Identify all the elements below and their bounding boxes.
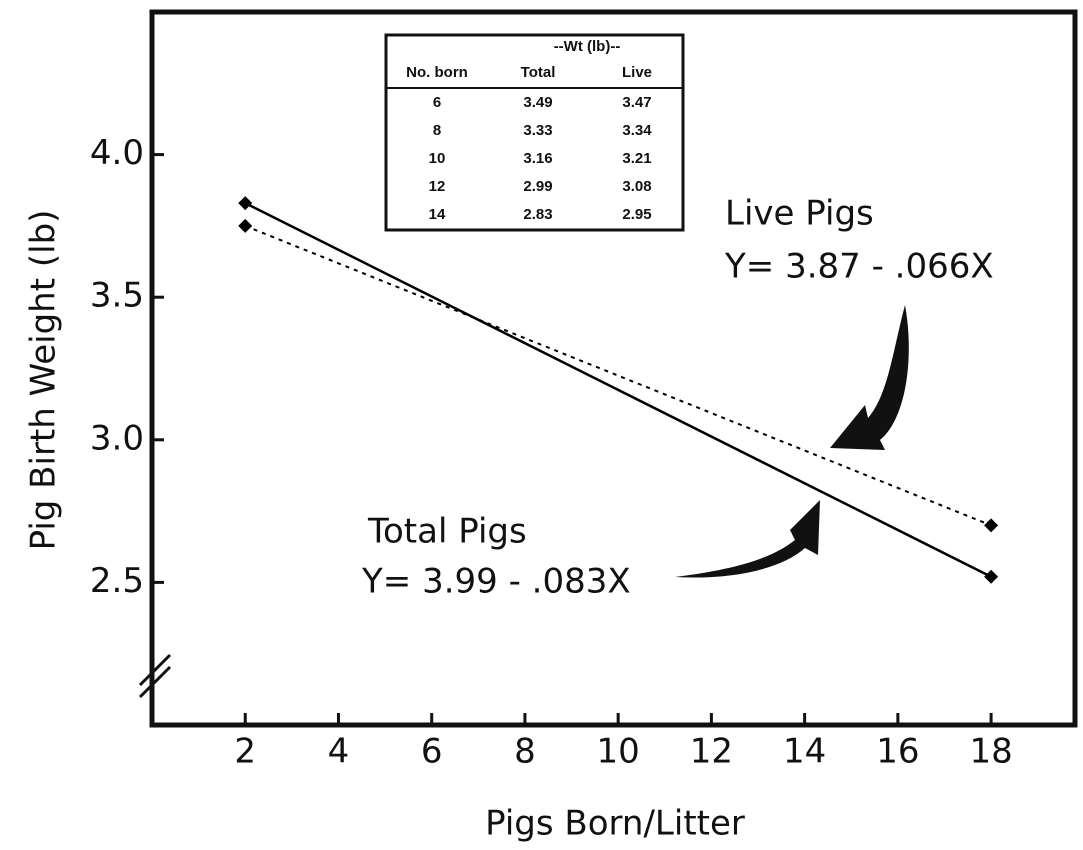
x-tick-label: 8 <box>514 732 536 772</box>
equation: Y= 3.99 - .083X <box>361 562 631 602</box>
table-cell: 2.83 <box>523 206 552 223</box>
x-axis-label: Pigs Born/Litter <box>485 804 745 844</box>
x-tick-label: 18 <box>969 732 1012 772</box>
series-label: Total Pigs <box>367 512 527 552</box>
y-tick-label: 4.0 <box>90 133 144 173</box>
table-frame <box>384 33 685 232</box>
table-cell: 3.34 <box>622 122 652 139</box>
marker <box>238 196 253 211</box>
table-cell: 10 <box>429 150 446 167</box>
x-tick-label: 14 <box>783 732 826 772</box>
x-tick-label: 12 <box>690 732 733 772</box>
table-group-header: --Wt (lb)-- <box>554 38 621 55</box>
marker <box>984 569 999 584</box>
x-tick-label: 16 <box>876 732 919 772</box>
x-tick-label: 6 <box>421 732 443 772</box>
table-cell: 6 <box>433 94 441 111</box>
marker <box>984 518 999 533</box>
y-tick-label: 3.0 <box>90 418 144 458</box>
series-line <box>244 201 992 578</box>
table-cell: 14 <box>429 206 446 223</box>
axis-break <box>138 653 172 699</box>
table-cell: 3.16 <box>523 150 552 167</box>
table-cell: 2.95 <box>622 206 651 223</box>
marker <box>238 218 253 233</box>
y-tick-label: 2.5 <box>90 561 144 601</box>
x-tick-label: 4 <box>328 732 350 772</box>
table-cell: 8 <box>433 122 441 139</box>
table-cell: 2.99 <box>523 178 552 195</box>
table-header: Total <box>521 64 556 81</box>
table-cell: 3.47 <box>622 94 651 111</box>
series-line <box>244 224 992 527</box>
arrow <box>830 305 909 450</box>
plot-frame <box>149 9 1078 728</box>
x-tick-label: 2 <box>234 732 256 772</box>
table-cell: 3.21 <box>622 150 651 167</box>
equation: Y= 3.87 - .066X <box>724 247 994 287</box>
x-tick-label: 10 <box>597 732 640 772</box>
arrow <box>675 500 820 578</box>
table-header: No. born <box>406 64 468 81</box>
series-label: Live Pigs <box>725 194 874 234</box>
table-cell: 3.49 <box>523 94 552 111</box>
table-cell: 12 <box>429 178 446 195</box>
y-tick-label: 3.5 <box>90 276 144 316</box>
table-header: Live <box>622 64 652 81</box>
table-cell: 3.33 <box>523 122 552 139</box>
y-axis-label: Pig Birth Weight (lb) <box>24 210 64 551</box>
table-cell: 3.08 <box>622 178 651 195</box>
